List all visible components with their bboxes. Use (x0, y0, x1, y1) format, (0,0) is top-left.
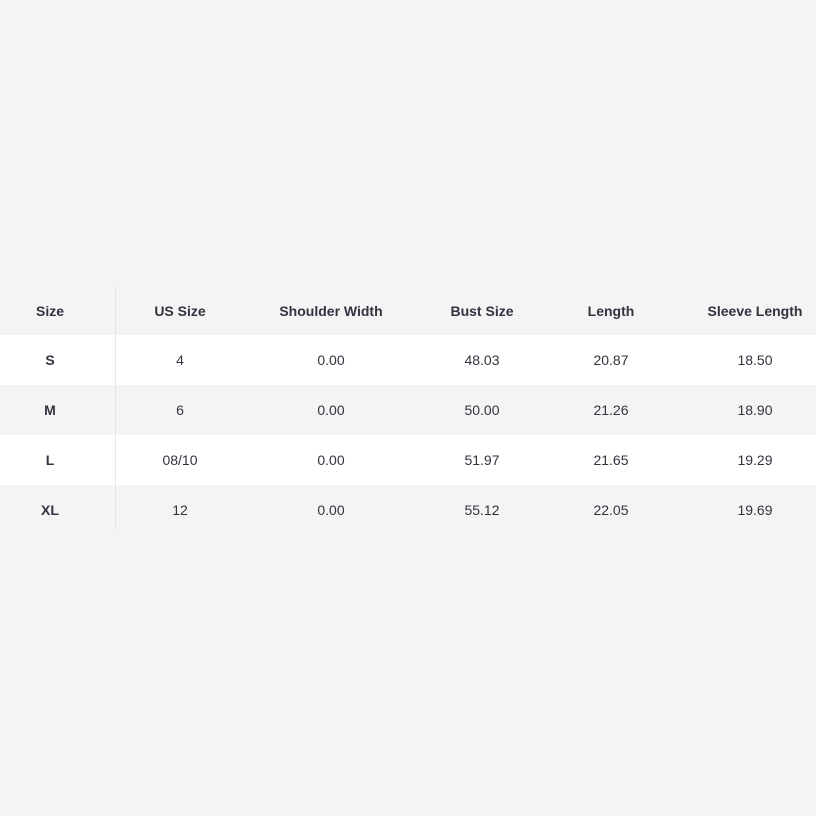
cell-bust-size: 51.97 (464, 452, 500, 468)
header-us-size: US Size (154, 302, 206, 319)
table-row: XL 12 0.00 55.12 22.05 19.69 (0, 485, 816, 535)
cell-bust-size: 50.00 (464, 402, 500, 418)
cell-shoulder-width: 0.00 (317, 502, 345, 518)
header-sleeve-length: Sleeve Length (707, 302, 803, 319)
cell-us-size: 08/10 (162, 452, 198, 468)
cell-sleeve-length: 18.50 (737, 352, 773, 368)
cell-length: 21.26 (593, 402, 629, 418)
cell-size: S (45, 352, 55, 368)
cell-length: 20.87 (593, 352, 629, 368)
cell-shoulder-width: 0.00 (317, 402, 345, 418)
cell-size: M (44, 402, 56, 418)
cell-sleeve-length: 19.69 (737, 502, 773, 518)
header-size: Size (35, 302, 64, 319)
cell-us-size: 4 (176, 352, 184, 368)
cell-size: L (45, 452, 55, 468)
cell-length: 21.65 (593, 452, 629, 468)
cell-bust-size: 48.03 (464, 352, 500, 368)
table-row: M 6 0.00 50.00 21.26 18.90 (0, 385, 816, 435)
cell-sleeve-length: 19.29 (737, 452, 773, 468)
table-header-row: Size US Size Shoulder Width Bust Size Le… (0, 286, 816, 335)
cell-size: XL (41, 502, 59, 518)
table-row: L 08/10 0.00 51.97 21.65 19.29 (0, 435, 816, 485)
cell-shoulder-width: 0.00 (317, 452, 345, 468)
cell-length: 22.05 (593, 502, 629, 518)
size-chart-table: Size US Size Shoulder Width Bust Size Le… (0, 286, 816, 535)
header-bust-size: Bust Size (450, 302, 514, 319)
cell-sleeve-length: 18.90 (737, 402, 773, 418)
cell-us-size: 12 (172, 502, 188, 518)
cell-us-size: 6 (176, 402, 184, 418)
header-shoulder-width: Shoulder Width (279, 302, 383, 319)
column-divider (115, 286, 116, 530)
cell-bust-size: 55.12 (464, 502, 500, 518)
header-length: Length (587, 302, 635, 319)
cell-shoulder-width: 0.00 (317, 352, 345, 368)
table-row: S 4 0.00 48.03 20.87 18.50 (0, 335, 816, 385)
